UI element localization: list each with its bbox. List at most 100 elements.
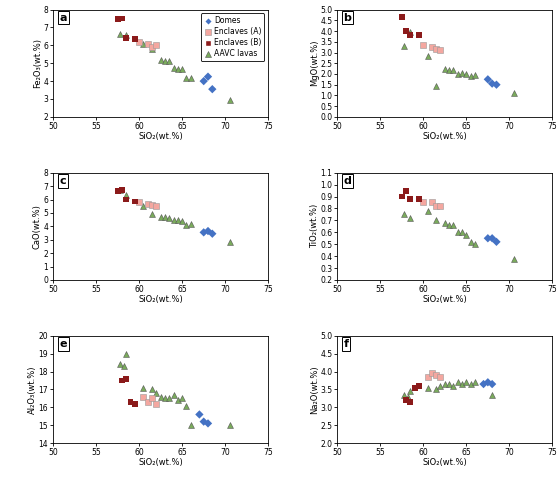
X-axis label: SiO₂(wt.%): SiO₂(wt.%) (422, 458, 467, 468)
X-axis label: SiO₂(wt.%): SiO₂(wt.%) (422, 295, 467, 304)
X-axis label: SiO₂(wt.%): SiO₂(wt.%) (138, 132, 183, 141)
Text: a: a (60, 13, 67, 23)
Point (445, 66, 454, 73)
Point (445, 380, 454, 388)
Point (113, 187, 122, 194)
Text: f: f (344, 339, 349, 349)
Point (483, 76, 492, 83)
Point (492, 238, 501, 246)
Point (406, 214, 415, 222)
Point (415, 195, 424, 203)
Point (509, 255, 518, 262)
Point (225, 239, 234, 246)
Point (113, 16, 122, 23)
Point (449, 221, 458, 229)
Point (182, 74, 191, 81)
Point (432, 82, 441, 90)
Point (466, 72, 475, 80)
Point (453, 228, 462, 236)
Point (406, 388, 415, 395)
Point (182, 402, 191, 410)
Point (117, 15, 126, 23)
Point (122, 375, 131, 383)
Point (131, 35, 140, 43)
Point (462, 231, 471, 239)
Point (483, 378, 492, 386)
Point (488, 391, 497, 399)
Point (225, 422, 234, 429)
Point (169, 217, 178, 224)
Point (406, 32, 415, 39)
Point (406, 28, 415, 36)
Point (182, 221, 191, 229)
Point (122, 191, 131, 199)
Point (470, 240, 479, 248)
Point (436, 373, 445, 381)
Point (122, 195, 131, 203)
Point (186, 220, 195, 228)
Point (466, 238, 475, 246)
Point (122, 34, 131, 42)
Point (139, 40, 148, 47)
Point (400, 391, 409, 399)
Point (134, 38, 143, 46)
Point (453, 378, 462, 386)
Point (466, 380, 475, 388)
Point (427, 369, 436, 377)
Point (147, 201, 156, 209)
Point (156, 56, 165, 64)
Point (116, 30, 124, 37)
Point (199, 228, 208, 236)
Point (415, 382, 424, 390)
Point (427, 43, 436, 51)
Point (208, 230, 217, 238)
Point (152, 42, 161, 49)
Y-axis label: Na₂O(wt.%): Na₂O(wt.%) (310, 365, 319, 414)
Point (139, 384, 148, 391)
Point (139, 393, 148, 400)
Point (445, 221, 454, 229)
Point (139, 202, 148, 210)
Y-axis label: TiO₂(wt.%): TiO₂(wt.%) (310, 204, 319, 249)
Point (116, 186, 124, 194)
Point (432, 371, 441, 379)
Y-axis label: CaO(wt.%): CaO(wt.%) (33, 204, 42, 249)
Point (427, 199, 436, 206)
Point (143, 200, 152, 207)
Point (204, 420, 213, 427)
Point (165, 395, 174, 402)
Point (131, 400, 140, 408)
Point (440, 380, 449, 388)
Point (147, 210, 156, 218)
Point (440, 65, 449, 72)
Point (152, 202, 161, 209)
Point (432, 386, 441, 393)
Point (156, 393, 165, 400)
Point (432, 217, 441, 224)
Point (400, 42, 409, 50)
Point (177, 217, 186, 225)
Point (122, 31, 131, 38)
Point (208, 85, 217, 93)
Point (419, 199, 428, 206)
Point (492, 81, 501, 89)
Point (488, 80, 497, 88)
Text: e: e (60, 339, 67, 349)
Point (156, 213, 165, 221)
Point (126, 398, 135, 406)
Point (406, 195, 415, 203)
Point (419, 41, 428, 49)
X-axis label: SiO₂(wt.%): SiO₂(wt.%) (138, 295, 183, 304)
Point (116, 361, 124, 368)
Point (143, 41, 152, 48)
Point (488, 234, 497, 242)
Point (147, 386, 156, 393)
Point (174, 66, 182, 73)
Point (462, 378, 471, 386)
Point (509, 90, 518, 97)
Point (117, 186, 126, 194)
Text: d: d (344, 176, 352, 186)
Point (470, 71, 479, 79)
Point (225, 96, 234, 104)
Point (186, 74, 195, 81)
